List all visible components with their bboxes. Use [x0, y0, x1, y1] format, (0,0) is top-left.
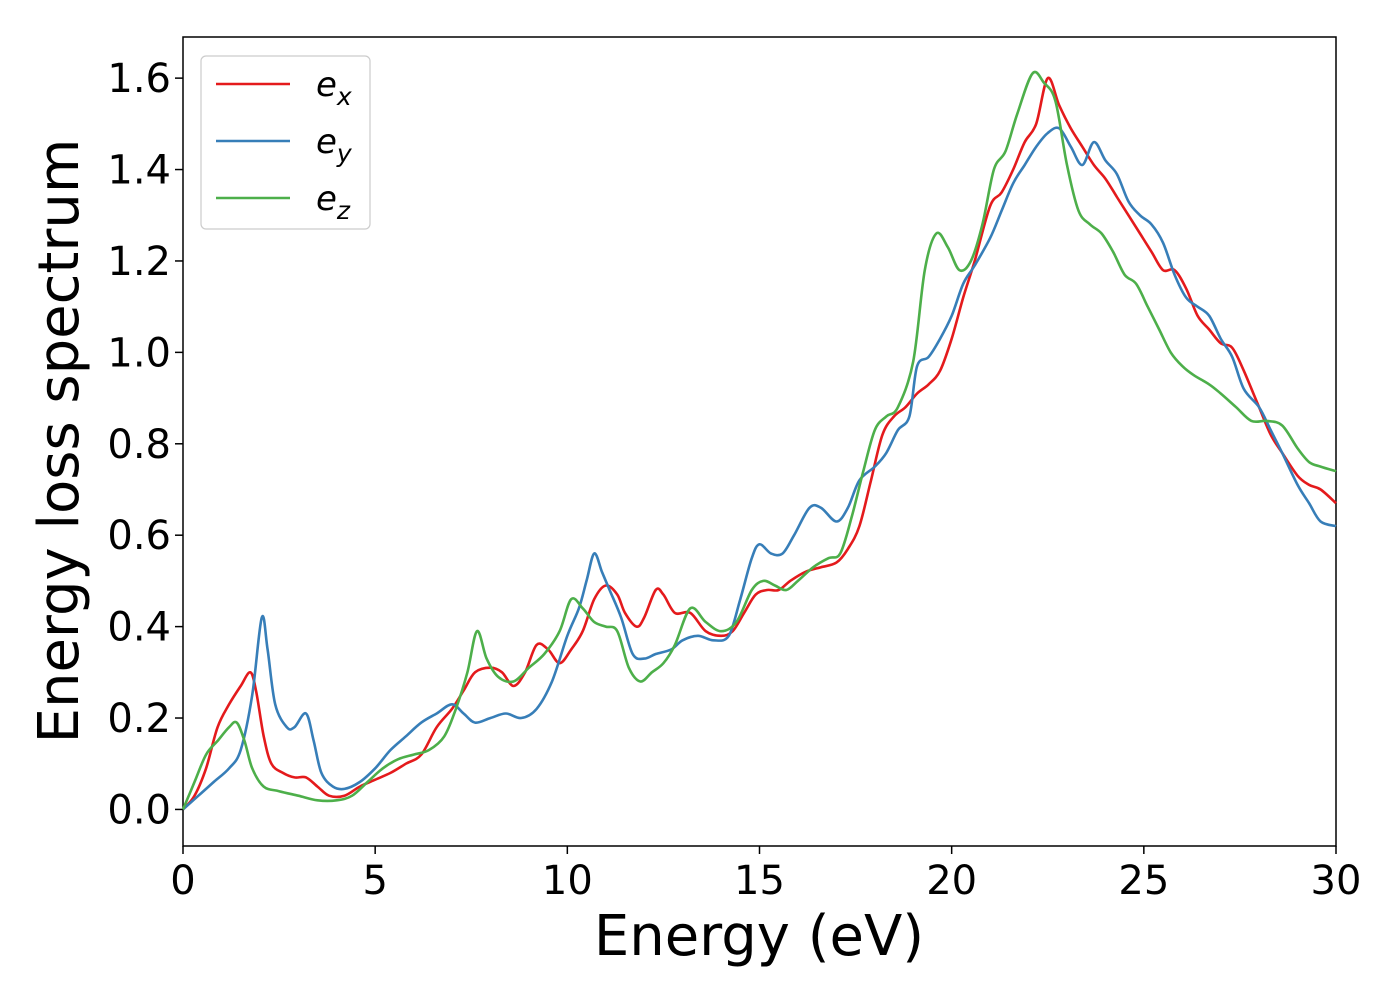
y-tick-label: 0.0 — [107, 787, 171, 833]
x-tick-label: 15 — [734, 858, 785, 904]
legend-box — [200, 55, 371, 230]
series-line-e_x — [181, 76, 1337, 811]
x-tick-label: 25 — [1118, 858, 1169, 904]
y-axis-ticks: 0.0 0.2 0.4 0.6 0.8 1.0 1.2 1.4 1.6 — [107, 56, 183, 833]
y-tick-label: 1.4 — [107, 148, 171, 194]
y-tick-label: 0.2 — [107, 696, 171, 742]
y-tick-label: 1.6 — [107, 56, 171, 102]
series-line-e_z — [181, 70, 1337, 810]
y-tick-label: 0.6 — [107, 513, 171, 559]
y-axis-title: Energy loss spectrum — [27, 139, 92, 744]
series-lines — [181, 70, 1337, 811]
y-tick-label: 0.8 — [107, 422, 171, 468]
x-tick-label: 30 — [1311, 858, 1362, 904]
x-axis-title: Energy (eV) — [594, 904, 924, 969]
x-tick-label: 10 — [542, 858, 593, 904]
x-axis-ticks: 0 5 10 15 20 25 30 — [170, 846, 1361, 904]
y-tick-label: 1.2 — [107, 239, 171, 285]
x-tick-label: 20 — [926, 858, 977, 904]
y-tick-label: 0.4 — [107, 605, 171, 651]
series-line-e_y — [182, 126, 1337, 811]
x-tick-label: 5 — [362, 858, 387, 904]
y-tick-label: 1.0 — [107, 330, 171, 376]
x-tick-label: 0 — [170, 858, 195, 904]
